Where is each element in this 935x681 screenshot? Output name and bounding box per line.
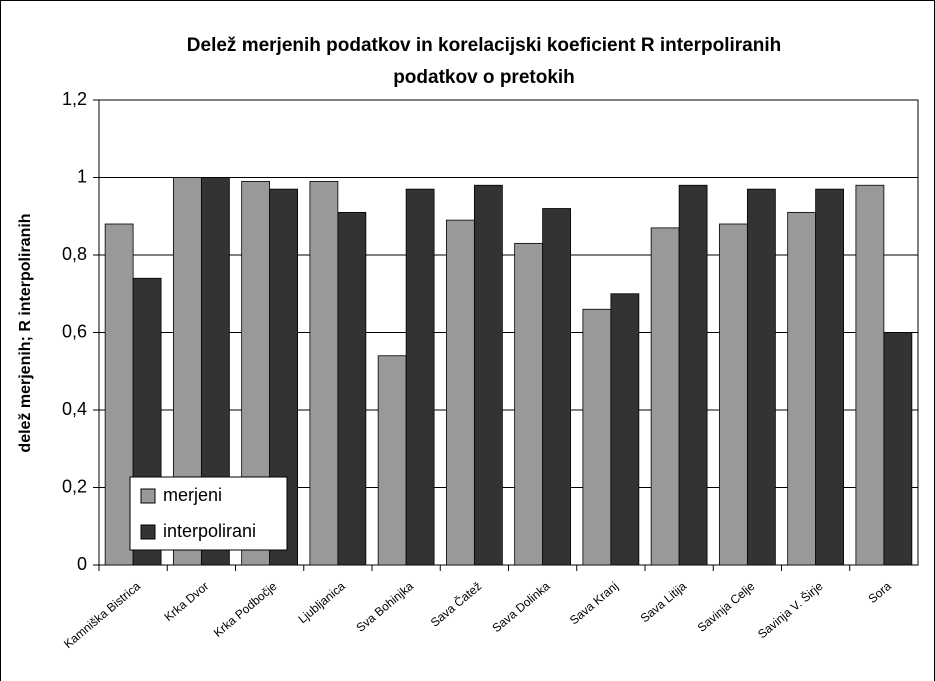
bar xyxy=(678,184,708,566)
bar xyxy=(473,184,503,566)
y-tick-label: 0,2 xyxy=(62,476,87,496)
bar xyxy=(542,208,572,566)
bar xyxy=(337,211,367,566)
legend-swatch xyxy=(140,524,156,540)
legend xyxy=(129,476,288,551)
legend-label: merjeni xyxy=(163,485,222,505)
bar xyxy=(650,227,680,566)
y-tick-label: 1 xyxy=(77,166,87,186)
bar xyxy=(787,211,817,566)
bar xyxy=(445,219,475,566)
y-tick-label: 1,2 xyxy=(62,89,87,109)
bar xyxy=(377,355,407,566)
bar xyxy=(514,242,544,566)
bar xyxy=(405,188,435,566)
bar xyxy=(582,308,612,566)
bar xyxy=(855,184,885,566)
bar xyxy=(883,332,913,566)
y-tick-label: 0,4 xyxy=(62,399,87,419)
y-tick-label: 0,8 xyxy=(62,244,87,264)
chart-title: podatkov o pretokih xyxy=(393,67,575,88)
y-tick-label: 0 xyxy=(77,554,87,574)
chart-title: Delež merjenih podatkov in korelacijski … xyxy=(187,35,781,56)
legend-label: interpolirani xyxy=(163,521,256,541)
bar xyxy=(746,188,776,566)
legend-swatch xyxy=(140,488,156,504)
bar xyxy=(610,293,640,566)
y-tick-label: 0,6 xyxy=(62,321,87,341)
bar xyxy=(309,180,339,566)
bar xyxy=(104,223,134,566)
y-axis-label: delež merjenih; R interpoliranih xyxy=(17,213,34,452)
bar xyxy=(718,223,748,566)
bar xyxy=(815,188,845,566)
